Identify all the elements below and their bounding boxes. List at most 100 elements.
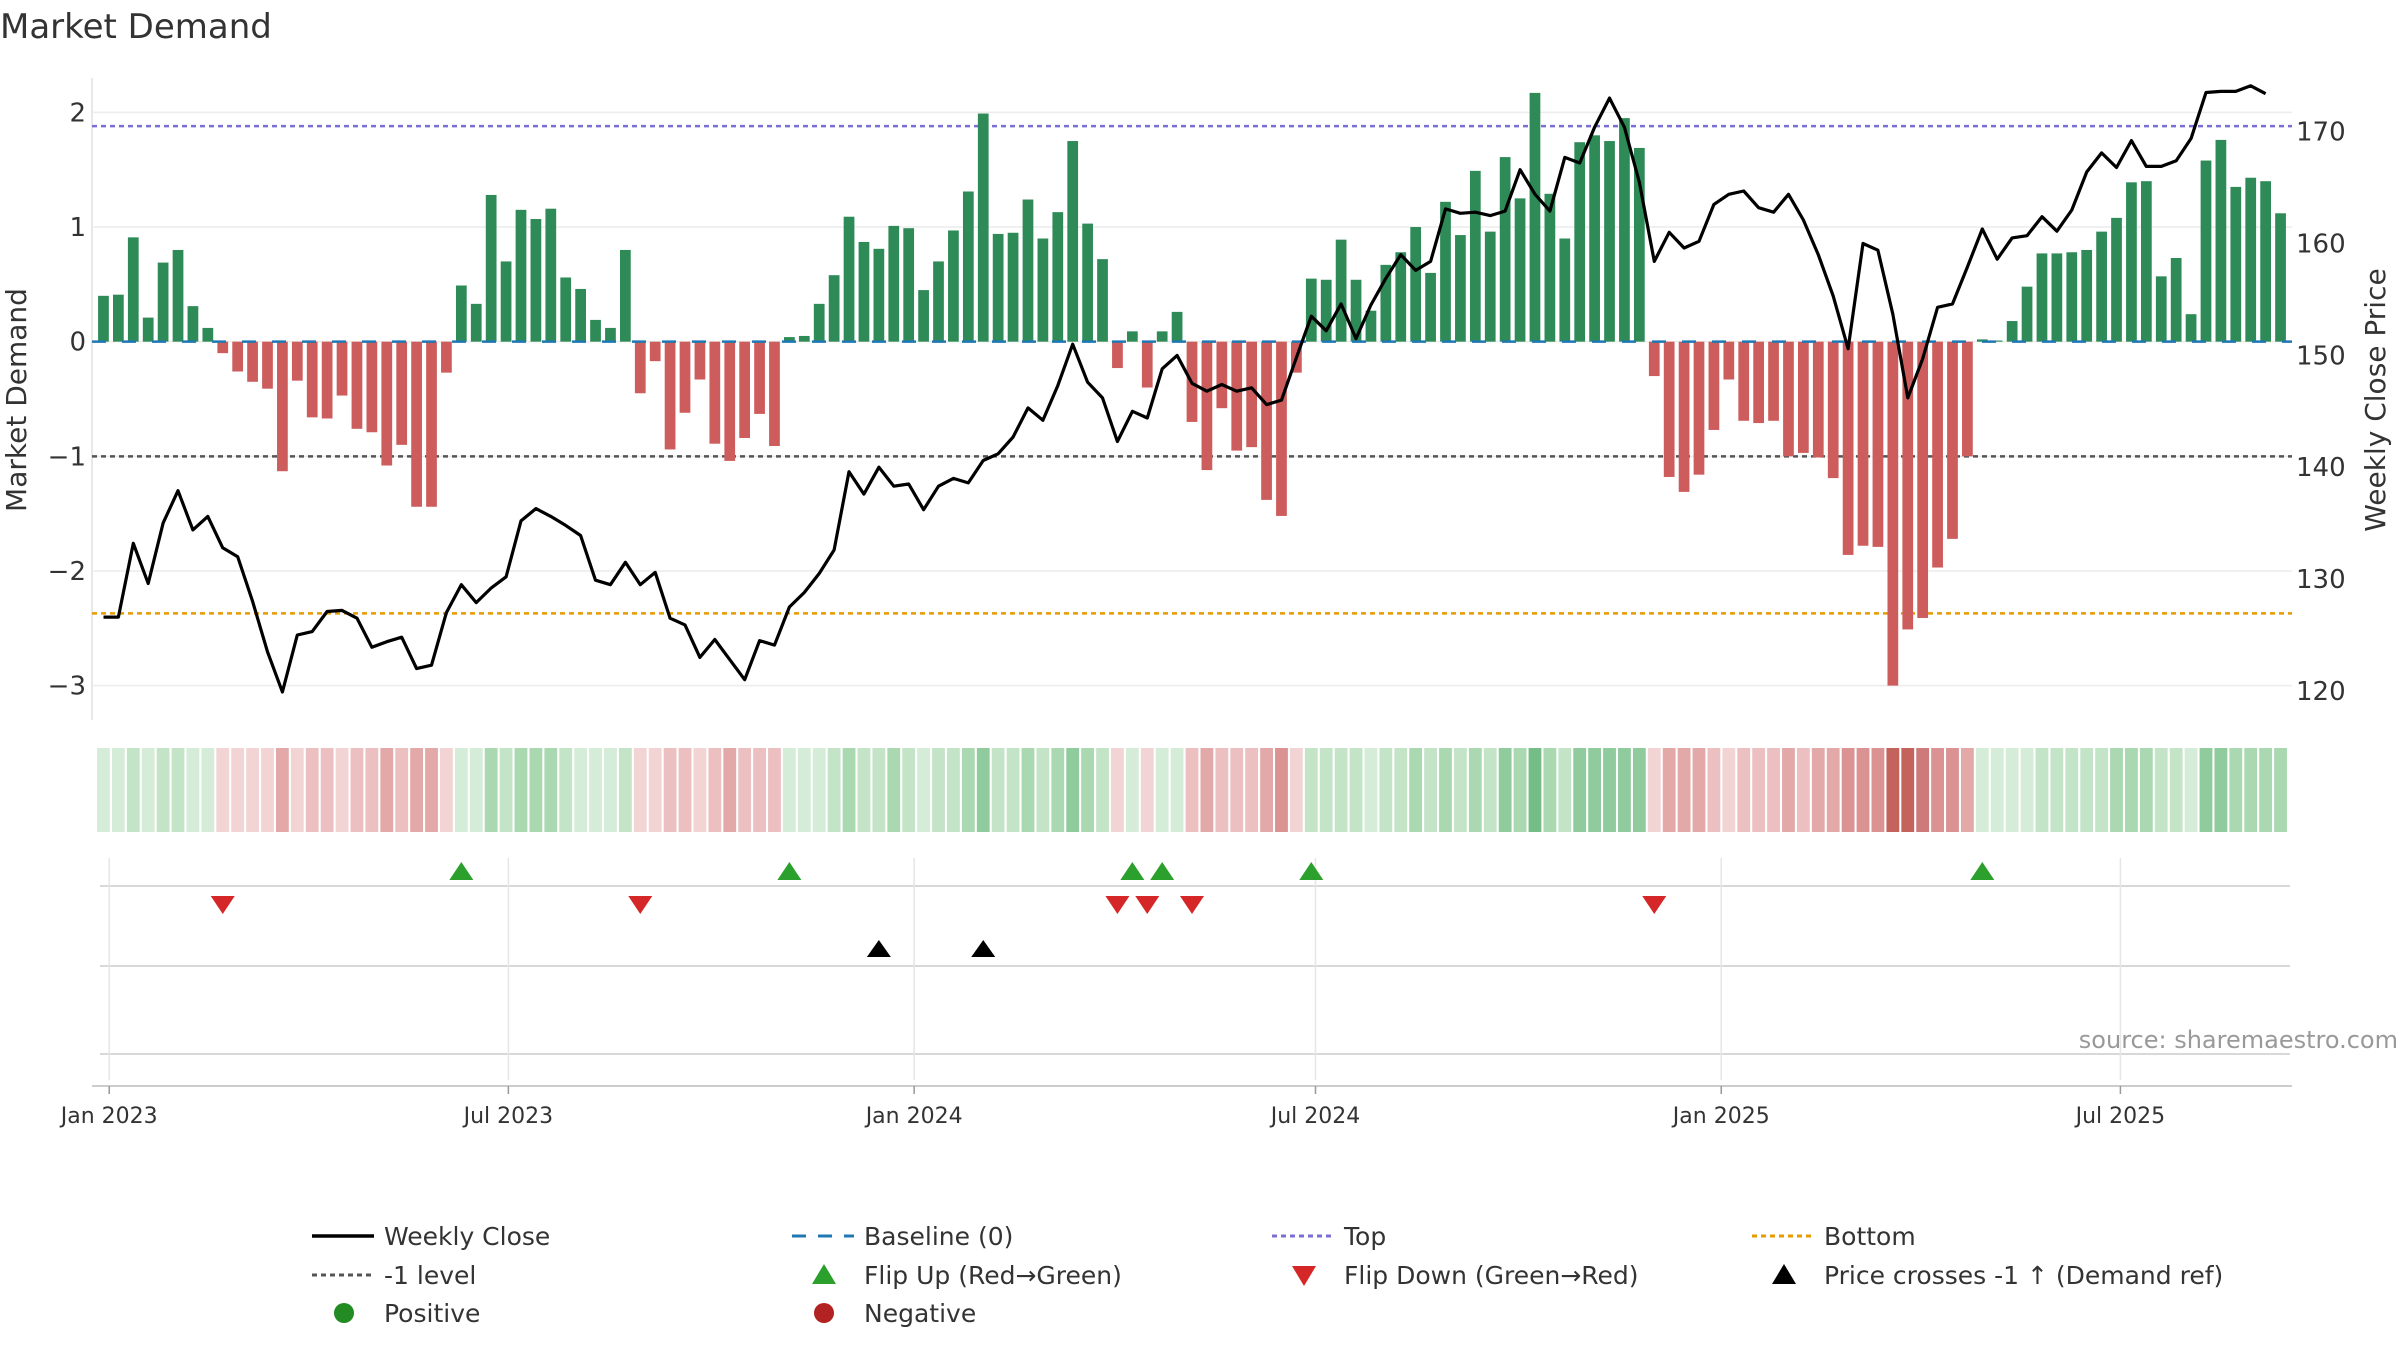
strip-cell (663, 748, 677, 832)
demand-bar (664, 341, 676, 450)
demand-bar (754, 341, 765, 414)
strip-cell (1841, 748, 1855, 832)
strip-cell (1856, 748, 1870, 832)
demand-bar (798, 335, 810, 342)
demand-bar (1827, 341, 1839, 479)
x-tick-labels: Jan 2023 Jul 2023 Jan 2024 Jul 2024 Jan 2025… (59, 1086, 2165, 1129)
strip-cell (633, 748, 647, 832)
strip-cell (1304, 748, 1318, 832)
strip-cell (335, 748, 349, 832)
demand-bar (1529, 92, 1541, 342)
strip-cell (1588, 748, 1602, 832)
legend-item-flip_down: Flip Down (Green→Red) (1292, 1261, 1639, 1290)
strip-cell (1319, 748, 1333, 832)
demand-bar (2036, 253, 2048, 342)
demand-bar (962, 191, 974, 342)
legend-label: Flip Down (Green→Red) (1344, 1261, 1639, 1290)
legend-swatch-dot (814, 1303, 834, 1323)
demand-bar (2215, 139, 2227, 342)
strip-cell (738, 748, 752, 832)
strip-cell (365, 748, 379, 832)
flip-up-marker (1150, 862, 1175, 880)
x-tick-label: Jan 2023 (59, 1104, 158, 1129)
x-tick-label: Jul 2023 (462, 1104, 554, 1129)
y-axis-label: Market Demand (0, 288, 33, 512)
demand-bar (2155, 276, 2167, 342)
y-tick-label: 1 (69, 213, 86, 243)
demand-bar (112, 294, 124, 342)
strip-cell (305, 748, 319, 832)
strip-cell (2095, 748, 2109, 832)
demand-bar (1857, 341, 1869, 546)
demand-bar (396, 341, 408, 445)
demand-bar (1678, 341, 1690, 492)
demand-bar (948, 230, 959, 342)
strip-cell (1528, 748, 1542, 832)
main-panel: 2 1 0 −1 −2 −3 170 160 150 140 130 120 Market Dema… (0, 78, 2392, 720)
demand-bar (724, 341, 736, 461)
strip-cell (753, 748, 766, 832)
strip-cell (782, 748, 796, 832)
strip-cell (797, 748, 811, 832)
strip-cell (708, 748, 722, 832)
strip-cell (1483, 748, 1497, 832)
flip-down-marker (1135, 896, 1160, 914)
demand-bar (1798, 341, 1809, 453)
demand-bar (2245, 177, 2257, 342)
strip-cell (2214, 748, 2228, 832)
strip-cell (887, 748, 901, 832)
demand-bar (1544, 193, 1556, 342)
demand-bar (1783, 341, 1794, 457)
strip-cell (2229, 748, 2243, 832)
flip-up-marker (1120, 862, 1145, 880)
legend-item-positive: Positive (334, 1299, 480, 1328)
demand-bar (98, 295, 109, 342)
demand-bar (485, 194, 497, 342)
demand-bar (306, 341, 318, 418)
strip-cell (380, 748, 394, 832)
legend-item-bottom: Bottom (1752, 1222, 1916, 1251)
strip-cell (2154, 748, 2168, 832)
strip-cell (1796, 748, 1810, 832)
legend-label: Price crosses -1 ↑ (Demand ref) (1824, 1261, 2223, 1290)
demand-bar (560, 277, 572, 342)
demand-bar (1425, 272, 1436, 342)
demand-bar (2170, 257, 2182, 342)
strip-cell (1677, 748, 1691, 832)
price-line-layer (103, 84, 2267, 694)
strip-cell (261, 748, 274, 832)
strip-cell (1931, 748, 1944, 832)
legend-item-line: Weekly Close (312, 1222, 550, 1251)
legend-item-cross: Price crosses -1 ↑ (Demand ref) (1772, 1261, 2223, 1290)
strip-cell (1215, 748, 1229, 832)
demand-bar (426, 341, 437, 507)
strip-cell (604, 748, 617, 832)
strip-cell (1901, 748, 1915, 832)
legend-item-baseline: Baseline (0) (792, 1222, 1013, 1251)
demand-bar (262, 341, 273, 389)
demand-bar (1007, 232, 1019, 342)
demand-bar (381, 341, 393, 466)
strip-cell (1200, 748, 1214, 832)
price-cross-marker (971, 940, 996, 957)
demand-bar (2051, 253, 2063, 342)
strip-cell (1379, 748, 1393, 832)
flip-down-marker (1105, 896, 1130, 914)
y-tick-labels: 2 1 0 −1 −2 −3 (48, 98, 86, 701)
demand-bar (679, 341, 691, 413)
demand-bar (1440, 201, 1451, 342)
demand-bar (1604, 141, 1615, 342)
demand-bar (1902, 341, 1914, 630)
demand-bar (351, 341, 363, 429)
demand-bar (1708, 341, 1720, 430)
strip-cell (1692, 748, 1706, 832)
demand-bar (515, 209, 527, 342)
strip-cell (917, 748, 931, 832)
strip-cell (1826, 748, 1840, 832)
demand-bar (992, 233, 1004, 342)
legend-swatch-down-triangle (1292, 1266, 1316, 1286)
strip-cell (231, 748, 245, 832)
legend-label: Negative (864, 1299, 976, 1328)
strip-cell (1289, 748, 1303, 832)
strip-cell (961, 748, 975, 832)
